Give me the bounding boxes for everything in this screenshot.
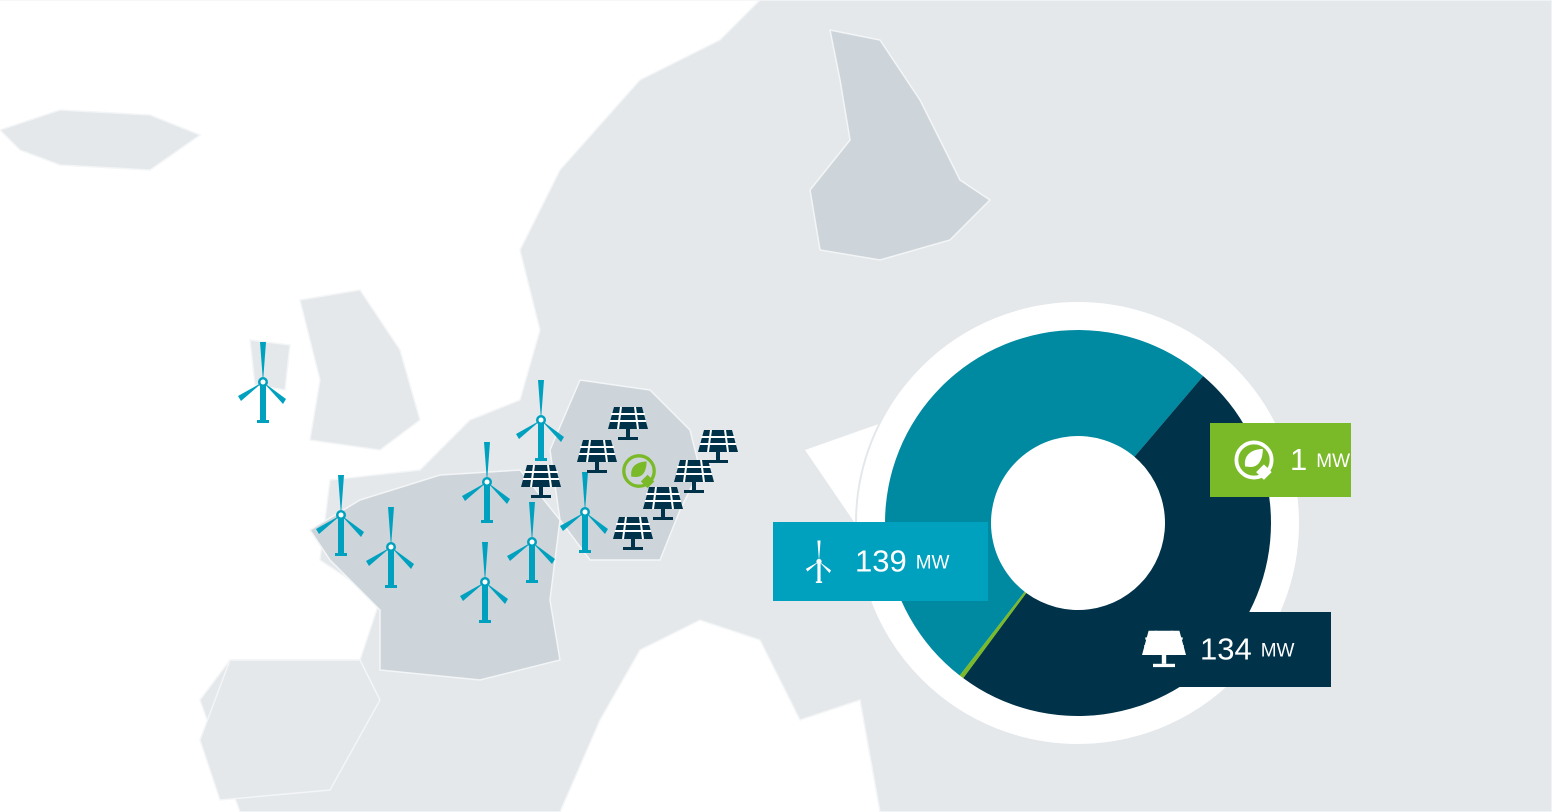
value-unit: MW xyxy=(1261,641,1295,662)
value-label: 139 MW xyxy=(855,544,950,579)
value-number: 134 xyxy=(1200,632,1252,667)
value-label-box xyxy=(1210,423,1351,497)
value-number: 139 xyxy=(855,544,907,579)
donut-segment xyxy=(959,591,1027,679)
value-label: 1 MW xyxy=(1290,442,1350,477)
value-number: 1 xyxy=(1290,442,1307,477)
value-unit: MW xyxy=(916,553,950,574)
value-label-box xyxy=(773,522,988,601)
value-label: 134 MW xyxy=(1200,632,1295,667)
value-unit: MW xyxy=(1316,451,1350,472)
donut-labels: 139 MW 134 MW 1 MW xyxy=(773,423,1351,687)
